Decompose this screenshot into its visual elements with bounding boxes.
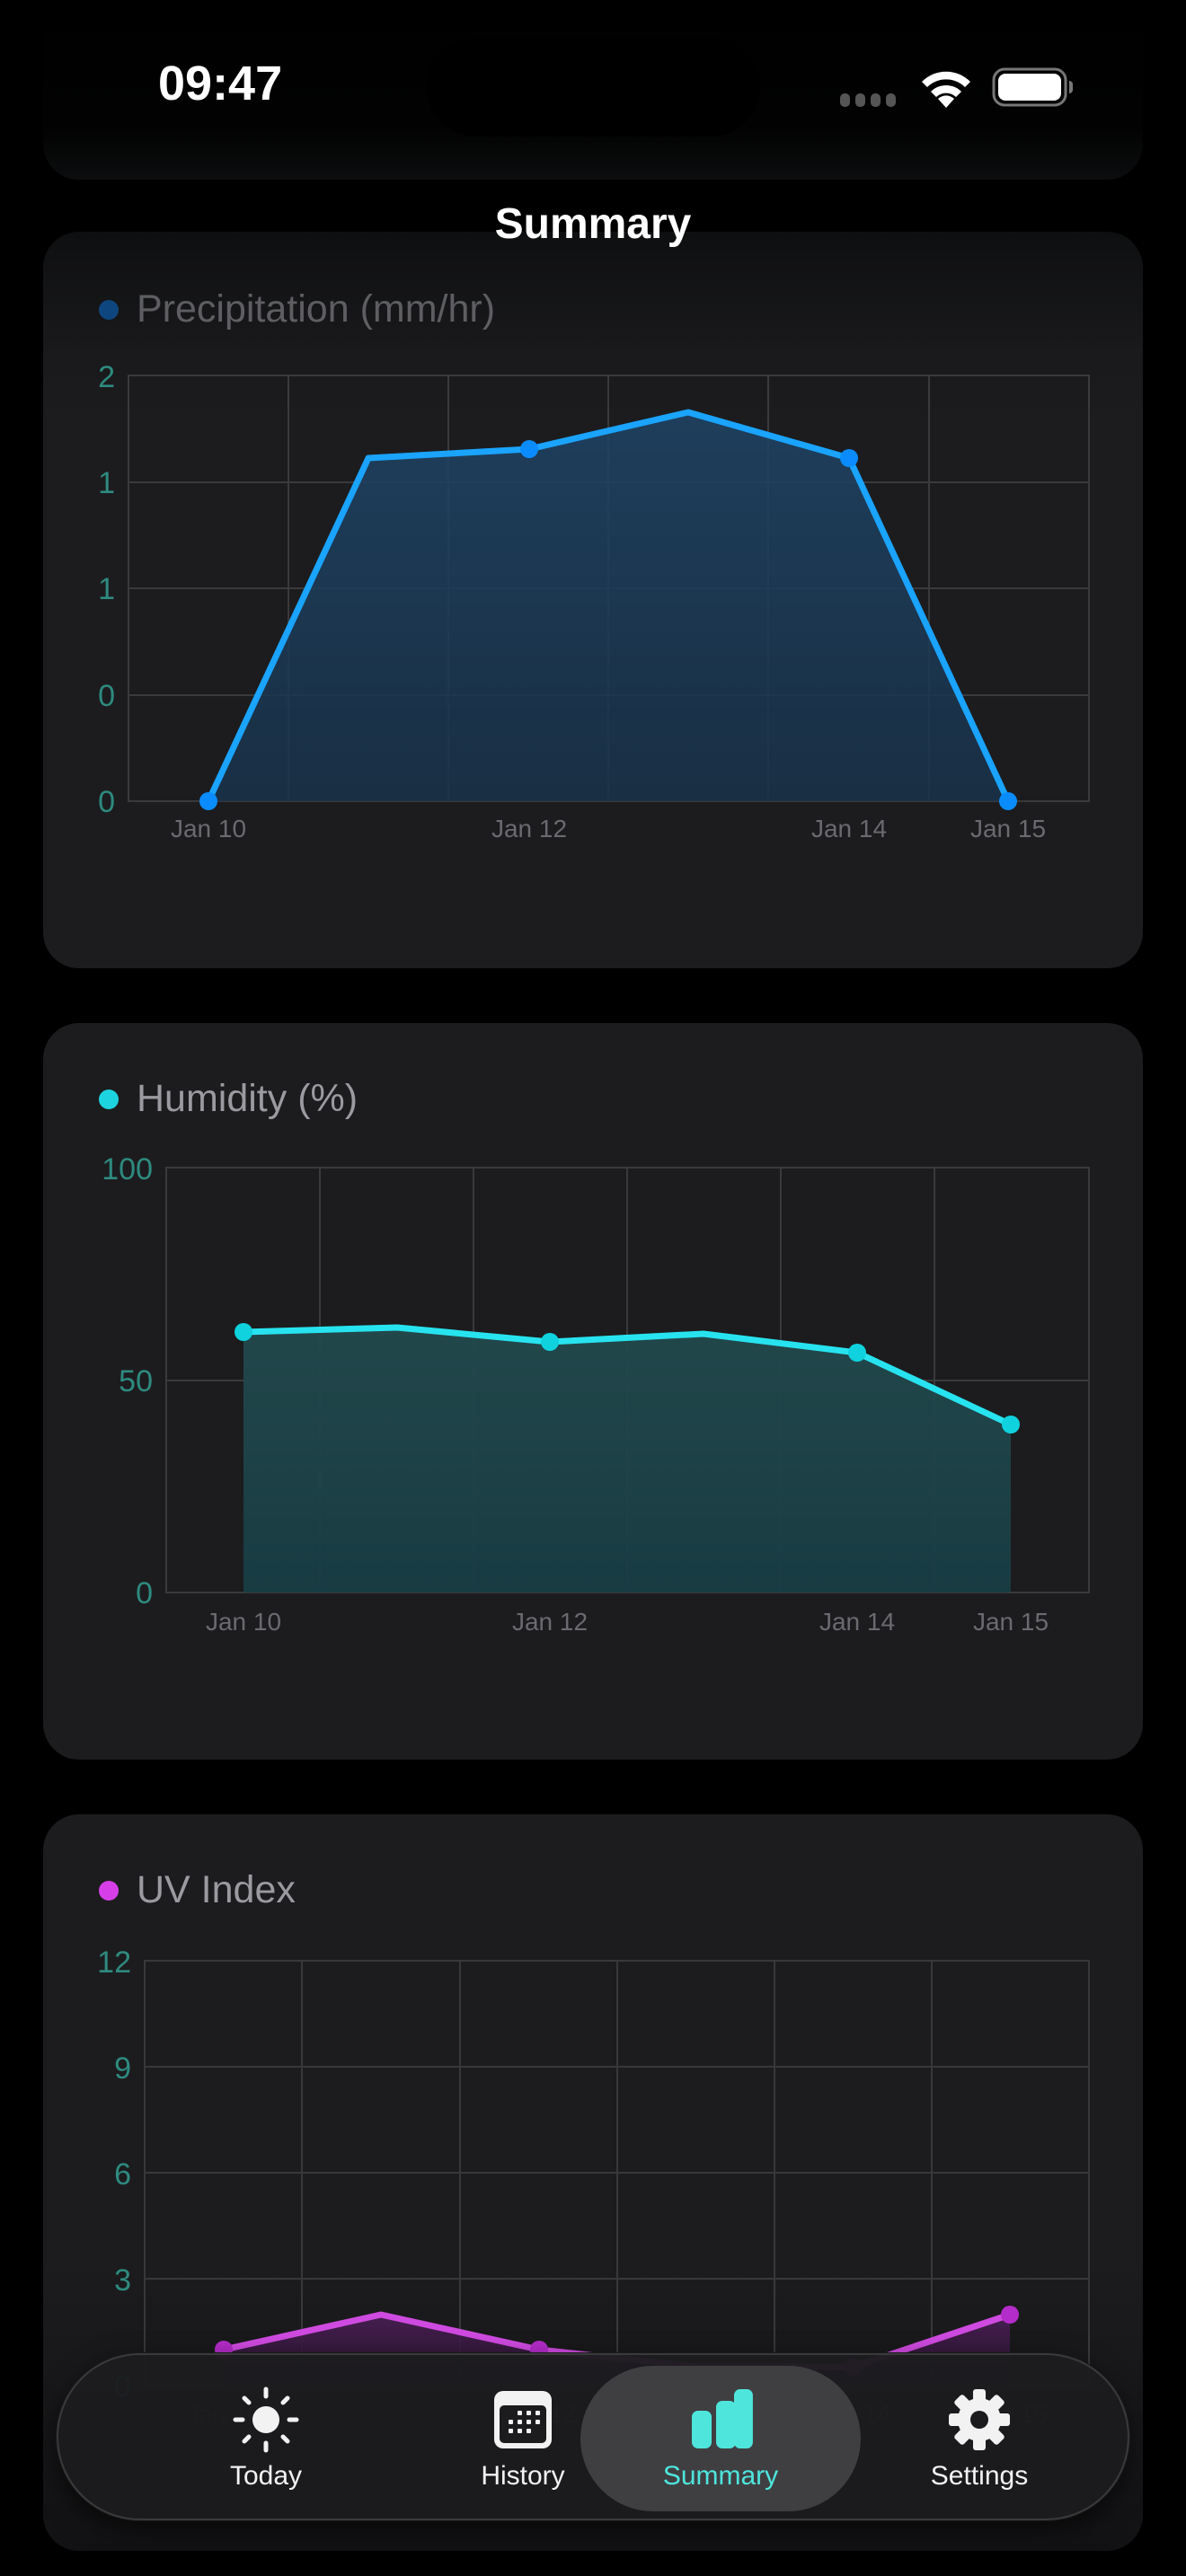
card-header: UV Index <box>99 1868 296 1912</box>
tab-bar: Today History Summary <box>57 2353 1129 2520</box>
sun-icon <box>233 2386 299 2453</box>
card-header: Humidity (%) <box>99 1077 358 1121</box>
svg-text:9: 9 <box>114 2051 131 2086</box>
svg-text:Jan 14: Jan 14 <box>819 1608 895 1636</box>
precipitation-chart: 2 1 1 0 0 Jan 10 Jan 12 Jan 14 Jan 15 <box>98 360 1090 842</box>
svg-text:Jan 12: Jan 12 <box>512 1608 588 1636</box>
tab-history[interactable]: History <box>403 2355 642 2522</box>
svg-text:Jan 12: Jan 12 <box>491 815 567 842</box>
tab-label: Today <box>229 2461 303 2491</box>
page-title: Summary <box>494 200 692 248</box>
svg-text:Jan 15: Jan 15 <box>973 1608 1049 1636</box>
svg-text:3: 3 <box>114 2263 131 2298</box>
y-tick: 0 <box>98 785 115 819</box>
status-bar: 09:47 <box>0 0 1186 180</box>
gear-icon <box>949 2389 1010 2450</box>
y-tick: 1 <box>98 572 115 606</box>
tab-today[interactable]: Today <box>146 2355 385 2522</box>
card-title: UV Index <box>137 1868 296 1911</box>
tab-label: Settings <box>930 2461 1029 2491</box>
svg-text:Jan 14: Jan 14 <box>811 815 887 842</box>
legend-dot-icon <box>99 1089 119 1109</box>
tab-label: Summary <box>662 2461 779 2491</box>
svg-text:50: 50 <box>119 1364 153 1398</box>
cellular-signal-icon <box>840 93 896 107</box>
svg-text:100: 100 <box>102 1152 153 1187</box>
status-time: 09:47 <box>158 57 283 110</box>
battery-icon <box>992 67 1073 107</box>
legend-dot-icon <box>99 1880 119 1901</box>
dynamic-island <box>426 38 760 137</box>
card-title: Humidity (%) <box>137 1077 358 1120</box>
tab-settings[interactable]: Settings <box>860 2355 1099 2522</box>
y-tick: 1 <box>98 466 115 500</box>
svg-text:12: 12 <box>97 1945 131 1980</box>
svg-text:0: 0 <box>136 1576 153 1610</box>
svg-text:Jan 15: Jan 15 <box>970 815 1046 842</box>
card-title: Precipitation (mm/hr) <box>137 287 496 331</box>
humidity-chart: 100 50 0 Jan 10 Jan 12 Jan 14 Jan 15 <box>102 1152 1090 1636</box>
svg-text:Jan 10: Jan 10 <box>171 815 246 842</box>
bar-chart-icon <box>692 2389 753 2448</box>
svg-text:6: 6 <box>114 2157 131 2192</box>
wifi-icon <box>922 71 970 108</box>
y-tick: 0 <box>98 679 115 713</box>
card-header: Precipitation (mm/hr) <box>99 287 495 331</box>
tab-summary[interactable]: Summary <box>601 2355 840 2522</box>
legend-dot-icon <box>99 299 119 320</box>
tab-label: History <box>481 2461 565 2491</box>
svg-text:Jan 10: Jan 10 <box>206 1608 281 1636</box>
calendar-icon <box>494 2391 552 2448</box>
precipitation-chart-card: Precipitation (mm/hr) <box>43 232 1143 968</box>
y-tick: 2 <box>98 360 115 394</box>
humidity-chart-card: Humidity (%) 100 50 0 <box>43 1023 1143 1760</box>
